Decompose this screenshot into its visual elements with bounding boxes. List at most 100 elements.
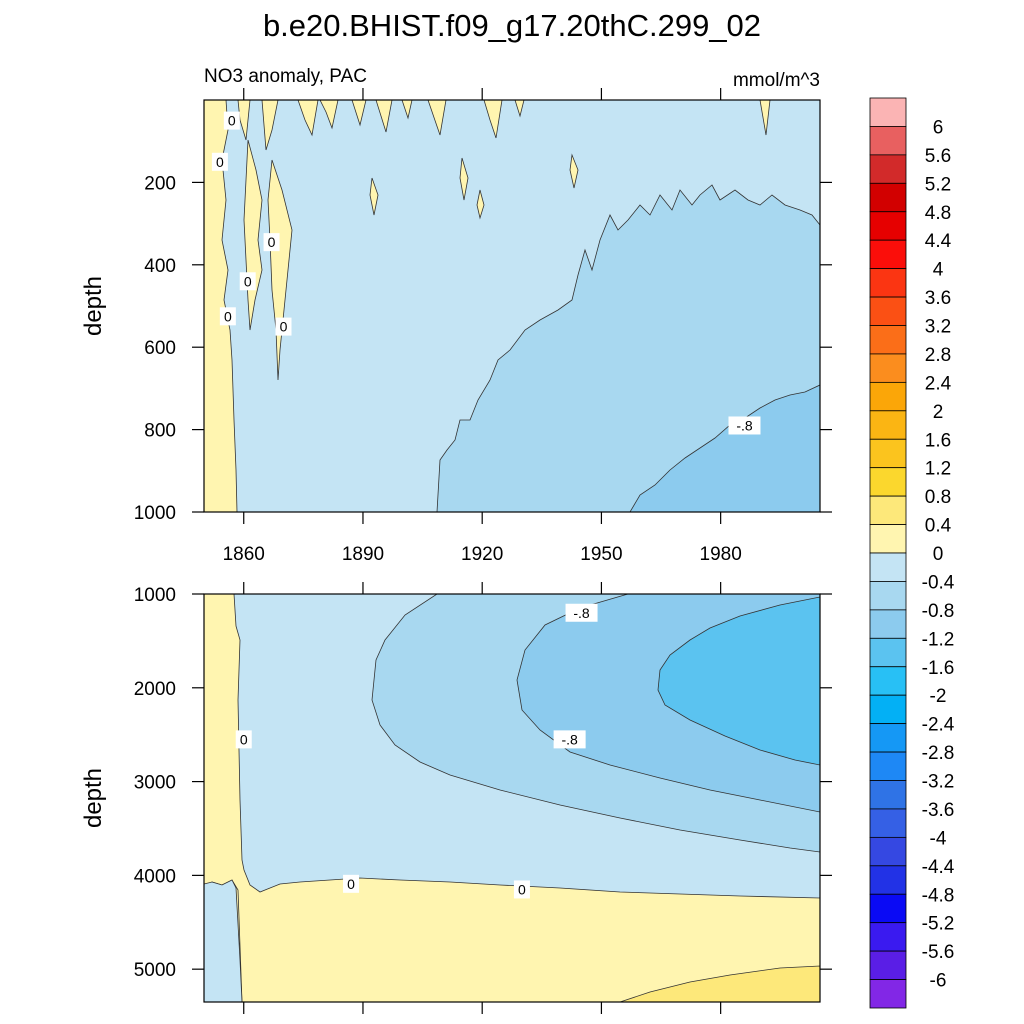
colorbar-level-label: 1.2 bbox=[925, 459, 951, 480]
colorbar-level-label: 0 bbox=[933, 544, 944, 565]
upper-contour-label: 0 bbox=[224, 308, 232, 324]
colorbar-swatch bbox=[869, 325, 907, 355]
colorbar-swatch bbox=[869, 865, 907, 895]
colorbar-swatch bbox=[869, 950, 907, 980]
colorbar-swatch bbox=[869, 495, 907, 525]
colorbar-swatch bbox=[869, 637, 907, 668]
upper-y-tick-label: 600 bbox=[144, 338, 176, 359]
upper-contour-fill bbox=[204, 100, 820, 512]
lower-contour-label-bg bbox=[235, 730, 252, 749]
colorbar-swatch bbox=[869, 353, 907, 383]
upper-contour-label: 0 bbox=[228, 113, 236, 129]
lower-contour-label: 0 bbox=[240, 731, 248, 747]
upper-contour-labels: 0 0 0 0 0 0 -.8 bbox=[211, 111, 761, 435]
lower-contour-label: 0 bbox=[347, 876, 355, 892]
lower-contour-label: -.8 bbox=[561, 731, 578, 747]
colorbar-swatch bbox=[869, 751, 907, 781]
colorbar-swatch bbox=[869, 723, 907, 753]
colorbar-level-label: 3.6 bbox=[925, 288, 951, 309]
colorbar-level-label: 1.6 bbox=[925, 430, 951, 451]
colorbar-level-label: -4.4 bbox=[922, 857, 955, 878]
colorbar-swatch bbox=[869, 609, 907, 639]
colorbar-level-label: 2 bbox=[933, 402, 944, 423]
lower-contour-fill bbox=[204, 594, 820, 1002]
lower-panel: 1000 2000 3000 4000 5000 0 -.8 -.8 0 0 depth bbox=[80, 582, 832, 1014]
units-label: mmol/m^3 bbox=[733, 70, 820, 91]
upper-y-tick-label: 400 bbox=[144, 256, 176, 277]
colorbar-swatch bbox=[869, 780, 907, 810]
lower-contour-label-bg bbox=[565, 603, 598, 622]
colorbar-level-label: -2.4 bbox=[922, 715, 955, 736]
colorbar-level-label: 4 bbox=[933, 260, 944, 281]
upper-contour-label: 0 bbox=[216, 154, 224, 170]
colorbar-level-label: 6 bbox=[933, 117, 944, 138]
upper-fill-zero-spikes bbox=[237, 100, 771, 151]
upper-contour-label-bg bbox=[239, 272, 256, 291]
x-tick-label: 1860 bbox=[223, 544, 265, 565]
lower-y-tick-label: 5000 bbox=[134, 960, 176, 981]
lower-y-tick-label: 2000 bbox=[134, 679, 176, 700]
colorbar-swatch bbox=[869, 268, 907, 298]
colorbar-swatch bbox=[869, 438, 907, 469]
upper-plot-frame bbox=[203, 99, 821, 513]
colorbar-swatch bbox=[869, 381, 907, 412]
colorbar-swatch bbox=[869, 979, 907, 1009]
lower-contour-label: 0 bbox=[518, 881, 526, 897]
lower-y-axis-label: depth bbox=[80, 768, 107, 828]
upper-y-ticks: 200 400 600 800 1000 bbox=[134, 173, 832, 524]
colorbar-swatch bbox=[869, 694, 907, 725]
colorbar: 6 5.6 5.2 4.8 4.4 4 3.6 3.2 2.8 2.4 2 1.6 1.2 0.8 0.4 0… bbox=[869, 97, 955, 1009]
chart-title: b.e20.BHIST.f09_g17.20thC.299_02 bbox=[263, 8, 761, 43]
colorbar-level-label: -6 bbox=[930, 971, 947, 992]
colorbar-level-label: -3.2 bbox=[922, 772, 955, 793]
upper-fill-zero-islands bbox=[369, 153, 579, 220]
colorbar-level-label: 0.8 bbox=[925, 487, 951, 508]
colorbar-level-label: 4.8 bbox=[925, 203, 951, 224]
upper-y-tick-label: 1000 bbox=[134, 503, 176, 524]
colorbar-swatch bbox=[869, 296, 907, 326]
colorbar-level-label: 5.6 bbox=[925, 146, 951, 167]
colorbar-swatch bbox=[869, 922, 907, 952]
colorbar-level-label: -5.6 bbox=[922, 942, 955, 963]
colorbar-level-label: 4.4 bbox=[925, 231, 952, 252]
upper-contour-label-bg bbox=[275, 317, 292, 336]
upper-contour-label: 0 bbox=[268, 234, 276, 250]
lower-contour-labels: 0 -.8 -.8 0 0 bbox=[235, 603, 598, 899]
x-tick-label: 1890 bbox=[342, 544, 384, 565]
colorbar-swatch bbox=[869, 524, 907, 554]
colorbar-swatch bbox=[869, 182, 907, 213]
upper-contour-label: -.8 bbox=[736, 417, 753, 433]
upper-y-axis-label: depth bbox=[80, 276, 107, 336]
upper-contour-label: 0 bbox=[244, 273, 252, 289]
colorbar-swatch bbox=[869, 410, 907, 440]
colorbar-level-label: -5.2 bbox=[922, 914, 955, 935]
colorbar-level-label: 2.8 bbox=[925, 345, 951, 366]
colorbar-swatch bbox=[869, 97, 907, 127]
colorbar-swatch bbox=[869, 154, 907, 184]
x-tick-label: 1920 bbox=[461, 544, 503, 565]
colorbar-swatch bbox=[869, 126, 907, 156]
colorbar-level-label: -4.8 bbox=[922, 885, 955, 906]
colorbar-swatch bbox=[869, 836, 907, 867]
lower-fill-zero-west-band bbox=[204, 879, 243, 1002]
colorbar-level-label: 2.4 bbox=[925, 373, 952, 394]
colorbar-swatch bbox=[869, 552, 907, 582]
colorbar-swatch bbox=[869, 893, 907, 924]
colorbar-swatch bbox=[869, 239, 907, 270]
colorbar-level-label: 5.2 bbox=[925, 174, 951, 195]
upper-fill-zero-west bbox=[204, 100, 238, 512]
colorbar-level-label: -4 bbox=[930, 828, 947, 849]
colorbar-swatch bbox=[869, 467, 907, 497]
colorbar-swatch bbox=[869, 666, 907, 696]
colorbar-swatch bbox=[869, 808, 907, 838]
upper-contour-label: 0 bbox=[280, 319, 288, 335]
x-tick-label: 1980 bbox=[700, 544, 742, 565]
upper-y-tick-label: 800 bbox=[144, 421, 176, 442]
lower-contour-label-bg bbox=[343, 874, 360, 893]
upper-contour-label-bg bbox=[211, 152, 228, 171]
x-tick-label: 1950 bbox=[580, 544, 622, 565]
colorbar-level-label: 0.4 bbox=[925, 516, 952, 537]
colorbar-swatch bbox=[869, 581, 907, 611]
